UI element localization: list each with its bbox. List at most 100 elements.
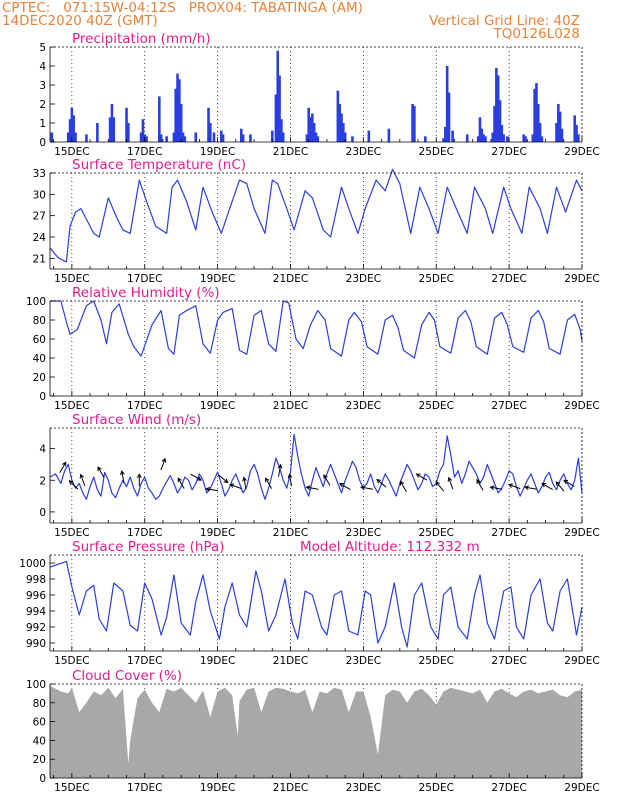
precipitation-bar xyxy=(241,134,245,142)
precipitation-y-tick-label: 4 xyxy=(39,61,46,73)
pressure-panel: 990 992 994 996 998 1000 15DEC 17DEC 19DEC 21DEC 2… xyxy=(19,539,599,667)
precipitation-bar xyxy=(112,117,116,142)
pressure-x-tick-label: 23DEC xyxy=(346,655,381,667)
wind-arrow-head xyxy=(79,473,85,479)
precipitation-bar xyxy=(340,113,343,142)
wind-arrow xyxy=(177,477,185,489)
precipitation-bar xyxy=(72,115,75,142)
wind-arrow xyxy=(563,479,575,487)
precipitation-bar xyxy=(181,132,185,142)
precipitation-bar xyxy=(535,83,538,142)
wind-arrow-head xyxy=(205,486,211,492)
wind-y-tick-label: 0 xyxy=(39,507,46,519)
precipitation-bar xyxy=(491,132,495,142)
precipitation-bar xyxy=(311,113,314,142)
humidity-x-tick-label: 21DEC xyxy=(273,400,308,412)
wind-x-tick-label: 21DEC xyxy=(273,527,308,539)
precipitation-bar xyxy=(305,134,309,142)
precipitation-bar xyxy=(314,132,318,142)
wind-arrow-head xyxy=(476,478,481,484)
precipitation-panel: 0 1 2 3 4 5 15DEC 17DEC 19DEC 21DEC 23DEC 25DEC 27DE… xyxy=(39,31,599,158)
precipitation-bar xyxy=(343,132,347,142)
precipitation-bar xyxy=(139,132,143,142)
temperature-x-tick-label: 19DEC xyxy=(200,273,235,285)
humidity-x-tick-label: 19DEC xyxy=(200,400,235,412)
wind-arrow-shaft xyxy=(416,473,428,481)
precipitation-bar xyxy=(540,136,544,142)
wind-x-tick-label: 15DEC xyxy=(54,527,89,539)
precipitation-bar xyxy=(316,136,320,142)
cloud-x-tick-label: 17DEC xyxy=(127,782,162,794)
wind-arrow xyxy=(136,473,142,487)
temperature-x-tick-label: 17DEC xyxy=(127,273,162,285)
precipitation-bar xyxy=(108,117,112,142)
wind-arrow-shaft xyxy=(541,483,553,491)
precipitation-bar xyxy=(127,123,130,142)
wind-x-tick-label: 29DEC xyxy=(564,527,599,539)
wind-arrow-head xyxy=(68,480,74,485)
precipitation-bar xyxy=(442,138,445,142)
cloud-x-tick-label: 15DEC xyxy=(54,782,89,794)
temperature-x-tick-label: 15DEC xyxy=(54,273,89,285)
wind-arrow xyxy=(541,483,553,491)
wind-arrow-head xyxy=(287,473,293,479)
precipitation-bar xyxy=(555,123,558,142)
precipitation-bar xyxy=(110,104,114,142)
cloud-x-tick-label: 29DEC xyxy=(564,782,599,794)
wind-arrow-head xyxy=(120,470,125,476)
wind-arrow-head xyxy=(161,457,167,463)
header-run-date: 14DEC2020 40Z (GMT) xyxy=(2,13,158,29)
precipitation-bar xyxy=(482,134,485,142)
wind-y-tick-label: 2 xyxy=(39,475,46,487)
wind-arrow-head xyxy=(229,483,235,488)
pressure-x-tick-label: 27DEC xyxy=(491,655,526,667)
pressure-y-tick-label: 994 xyxy=(26,606,46,618)
cloud-y-tick-label: 0 xyxy=(39,773,46,785)
wind-series-line xyxy=(49,433,583,500)
precipitation-bar xyxy=(249,134,252,142)
precipitation-bar xyxy=(274,94,278,142)
humidity-series-line xyxy=(50,300,583,359)
wind-arrow-shaft xyxy=(80,474,86,487)
wind-arrow-head xyxy=(507,483,513,488)
wind-arrow-shaft xyxy=(160,458,166,471)
wind-arrow-head xyxy=(563,479,569,485)
wind-arrow xyxy=(305,485,319,491)
precipitation-bar xyxy=(179,104,183,142)
wind-arrow xyxy=(97,466,105,478)
wind-arrow-head xyxy=(339,483,344,488)
humidity-y-tick-label: 40 xyxy=(33,353,46,365)
pressure-y-tick-label: 996 xyxy=(26,590,46,602)
humidity-y-tick-label: 60 xyxy=(33,334,46,346)
pressure-series-line xyxy=(49,560,583,648)
precipitation-bar xyxy=(209,123,212,142)
cloud-panel: 0 20 40 60 80 100 15DEC 17DEC 19DEC 21DEC 23DEC 25D… xyxy=(26,668,600,794)
precipitation-y-tick-label: 3 xyxy=(39,80,46,92)
precipitation-bar xyxy=(573,115,577,142)
precipitation-y-tick-label: 1 xyxy=(39,118,46,130)
wind-arrow-head xyxy=(305,485,311,491)
humidity-title: Relative Humidity (%) xyxy=(72,285,220,301)
precipitation-x-tick-label: 29DEC xyxy=(564,146,599,158)
cloud-y-tick-label: 80 xyxy=(33,698,46,710)
wind-arrow-shaft xyxy=(400,481,407,493)
wind-arrow-head xyxy=(524,485,530,491)
precipitation-bar xyxy=(524,136,527,142)
precipitation-bar xyxy=(413,105,416,142)
precipitation-bar xyxy=(522,134,525,142)
precipitation-bar xyxy=(141,119,145,142)
wind-arrow-shaft xyxy=(376,479,387,488)
humidity-x-tick-label: 27DEC xyxy=(491,400,526,412)
wind-arrow-shaft xyxy=(59,462,67,474)
wind-arrow xyxy=(79,473,86,487)
wind-arrow-head xyxy=(265,477,270,483)
precipitation-bar xyxy=(558,111,562,142)
wind-arrow xyxy=(265,477,273,489)
cloud-y-tick-label: 100 xyxy=(26,679,46,691)
wind-arrow-head xyxy=(489,485,495,491)
wind-arrow-head xyxy=(177,477,182,483)
wind-arrow-shaft xyxy=(206,488,219,492)
wind-x-tick-label: 19DEC xyxy=(200,527,235,539)
wind-arrow-shaft xyxy=(435,481,445,492)
wind-arrow xyxy=(218,474,229,484)
